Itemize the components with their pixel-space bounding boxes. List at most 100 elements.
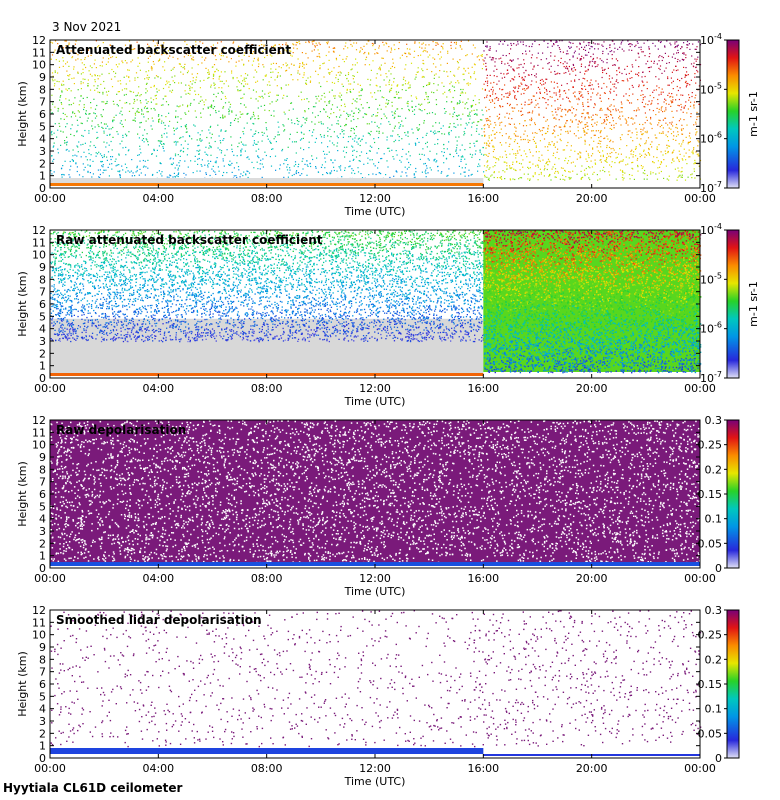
x-axis-label: Time (UTC) [344, 395, 406, 408]
x-tick-label: 12:00 [359, 572, 391, 585]
y-tick-label: 11 [32, 46, 46, 59]
x-tick-label: 12:00 [359, 382, 391, 395]
colorbar-tick-label: 0.05 [698, 537, 723, 550]
y-tick-label: 3 [39, 715, 46, 728]
colorbar-tick-label: 10-5 [700, 81, 722, 96]
heatmap-panel-1: Attenuated backscatter coefficient012345… [16, 32, 760, 218]
x-tick-label: 08:00 [251, 192, 283, 205]
y-tick-label: 12 [32, 34, 46, 47]
colorbar-tick-label: 0 [715, 752, 722, 765]
y-tick-label: 2 [39, 347, 46, 360]
y-tick-label: 9 [39, 451, 46, 464]
y-tick-label: 12 [32, 414, 46, 427]
colorbar-tick-label: 0.3 [705, 414, 723, 427]
colorbar-tick-label: 0.25 [698, 439, 723, 452]
colorbar-tick-label: 10-7 [700, 370, 722, 385]
colorbar-tick-label: 10-6 [700, 321, 722, 336]
colorbar-3: 0.3 0.25 0.2 0.15 0.1 0.05 0 [698, 414, 740, 575]
colorbar-tick-label: 0.2 [705, 463, 723, 476]
x-tick-label: 00:00 [34, 572, 66, 585]
colorbar-unit-label: m-1 sr-1 [747, 91, 760, 137]
y-tick-label: 9 [39, 641, 46, 654]
panel-title-4: Smoothed lidar depolarisation [56, 613, 262, 627]
x-tick-label: 00:00 [34, 762, 66, 775]
colorbar-gradient [727, 230, 739, 378]
y-tick-label: 10 [32, 439, 46, 452]
x-tick-label: 20:00 [576, 572, 608, 585]
y-tick-label: 11 [32, 426, 46, 439]
site-label: Hyytiala CL61D ceilometer [3, 781, 182, 795]
x-tick-label: 04:00 [142, 192, 174, 205]
colorbar-unit-label: m-1 sr-1 [747, 281, 760, 327]
x-tick-label: 08:00 [251, 572, 283, 585]
y-tick-label: 7 [39, 286, 46, 299]
colorbar-tick-label: 10-6 [700, 131, 722, 146]
y-tick-label: 3 [39, 335, 46, 348]
y-tick-label: 6 [39, 298, 46, 311]
y-tick-label: 6 [39, 678, 46, 691]
y-axis-label: Height (km) [16, 271, 29, 337]
y-tick-label: 3 [39, 145, 46, 158]
x-axis-label: Time (UTC) [344, 775, 406, 788]
heatmap-field-1 [50, 40, 701, 186]
y-tick-label: 5 [39, 310, 46, 323]
heatmap-field-4 [50, 610, 701, 756]
x-tick-label: 00:00 [34, 382, 66, 395]
y-tick-label: 1 [39, 740, 46, 753]
colorbar-2: 10-410-510-610-7m-1 sr-1 [700, 222, 760, 385]
y-tick-label: 8 [39, 273, 46, 286]
colorbar-tick-label: 0.15 [698, 678, 723, 691]
x-tick-label: 04:00 [142, 572, 174, 585]
y-tick-label: 7 [39, 476, 46, 489]
x-tick-label: 16:00 [467, 382, 499, 395]
x-tick-label: 04:00 [142, 382, 174, 395]
y-tick-label: 4 [39, 133, 46, 146]
colorbar-tick-label: 10-5 [700, 271, 722, 286]
y-tick-label: 2 [39, 157, 46, 170]
heatmap-panel-4: Smoothed lidar depolarisation01234567891… [16, 604, 739, 788]
y-axis-label: Height (km) [16, 651, 29, 717]
colorbar-tick-label: 0.15 [698, 488, 723, 501]
x-tick-label: 08:00 [251, 762, 283, 775]
y-tick-label: 10 [32, 59, 46, 72]
colorbar-tick-label: 10-4 [700, 32, 722, 47]
y-tick-label: 2 [39, 537, 46, 550]
panel-title-1: Attenuated backscatter coefficient [56, 43, 291, 57]
x-tick-label: 20:00 [576, 192, 608, 205]
panel-title-3: Raw depolarisation [56, 423, 186, 437]
y-tick-label: 7 [39, 96, 46, 109]
x-tick-label: 04:00 [142, 762, 174, 775]
y-tick-label: 6 [39, 108, 46, 121]
y-tick-label: 1 [39, 360, 46, 373]
y-tick-label: 6 [39, 488, 46, 501]
colorbar-tick-label: 0.25 [698, 629, 723, 642]
colorbar-tick-label: 0 [715, 562, 722, 575]
heatmap-field-3 [50, 420, 701, 566]
colorbar-tick-label: 0.05 [698, 727, 723, 740]
y-tick-label: 4 [39, 703, 46, 716]
x-tick-label: 12:00 [359, 762, 391, 775]
panel-title-2: Raw attenuated backscatter coefficient [56, 233, 323, 247]
colorbar-1: 10-410-510-610-7m-1 sr-1 [700, 32, 760, 195]
y-tick-label: 11 [32, 616, 46, 629]
y-tick-label: 9 [39, 261, 46, 274]
x-tick-label: 00:00 [34, 192, 66, 205]
y-tick-label: 1 [39, 550, 46, 563]
colorbar-tick-label: 0.1 [705, 513, 723, 526]
y-tick-label: 8 [39, 653, 46, 666]
colorbar-4: 0.30.250.20.150.10.050 [698, 604, 740, 765]
x-tick-label: 20:00 [576, 382, 608, 395]
x-tick-label: 12:00 [359, 192, 391, 205]
y-tick-label: 4 [39, 323, 46, 336]
y-axis-label: Height (km) [16, 81, 29, 147]
y-tick-label: 5 [39, 690, 46, 703]
y-tick-label: 10 [32, 629, 46, 642]
y-tick-label: 1 [39, 170, 46, 183]
y-tick-label: 8 [39, 463, 46, 476]
y-tick-label: 8 [39, 83, 46, 96]
y-tick-label: 4 [39, 513, 46, 526]
colorbar-tick-label: 0.3 [705, 604, 723, 617]
x-tick-label: 16:00 [467, 192, 499, 205]
